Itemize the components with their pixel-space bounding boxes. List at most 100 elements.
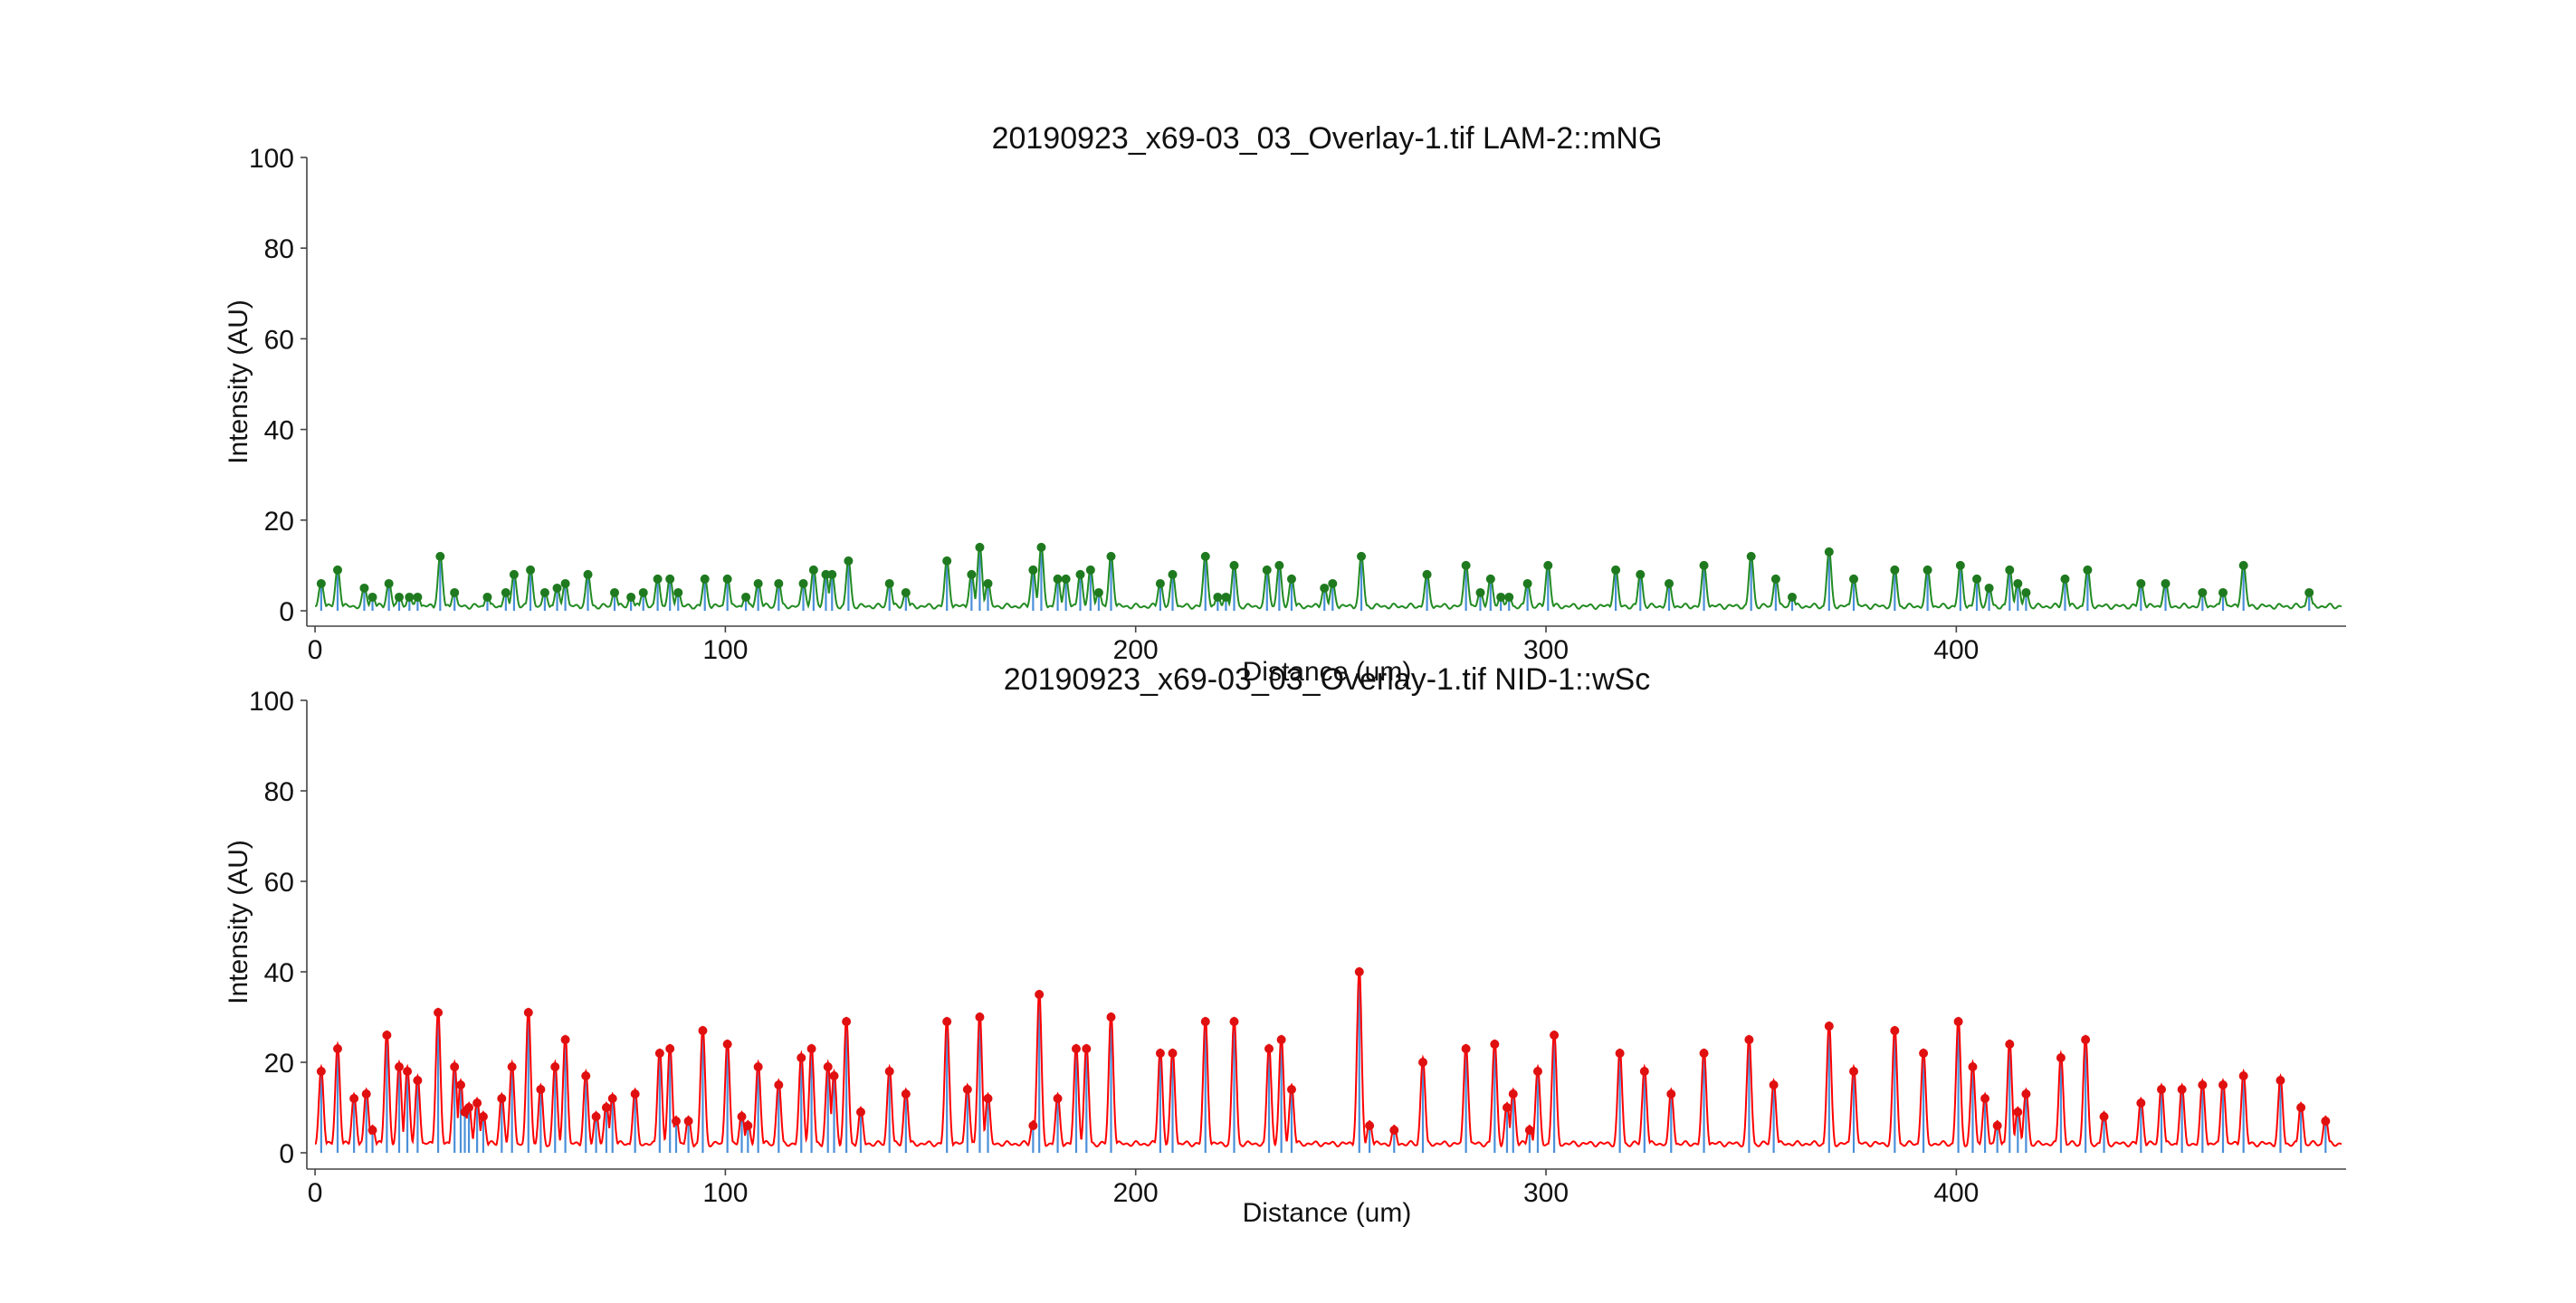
peak-marker	[583, 569, 593, 579]
plot-area: 0 20 40 60 80 100 0 100 200 300 400	[249, 687, 2346, 1208]
peak-marker	[1229, 1017, 1239, 1026]
peak-marker	[1028, 565, 1038, 575]
peak-marker	[434, 1008, 444, 1017]
peak-marker	[1849, 574, 1859, 584]
peak-marker	[332, 565, 342, 575]
peak-marker	[435, 551, 445, 561]
peak-marker	[829, 1071, 839, 1080]
y-tick-label: 100	[249, 687, 294, 717]
peak-marker	[1213, 592, 1223, 602]
peak-marker	[2060, 574, 2070, 584]
peak-marker	[1053, 1094, 1063, 1103]
x-tick-label: 0	[308, 635, 323, 665]
peak-marker	[665, 574, 675, 584]
peak-marker	[523, 1008, 533, 1017]
peak-marker	[316, 1067, 326, 1076]
x-axis-label: Distance (um)	[1243, 1198, 1412, 1228]
peak-marker	[403, 1067, 413, 1076]
peak-marker	[609, 587, 619, 597]
peak-marker	[2013, 1108, 2023, 1117]
peak-marker	[526, 565, 536, 575]
peak-marker	[536, 1085, 546, 1094]
signal-line	[314, 966, 2342, 1148]
x-axis-label: Distance (um)	[1243, 657, 1412, 687]
peak-marker	[1461, 560, 1471, 570]
peak-marker	[2275, 1076, 2285, 1085]
peak-marker	[1036, 542, 1046, 552]
peak-marker	[1475, 587, 1485, 597]
peak-marker	[1699, 560, 1709, 570]
y-tick-label: 0	[279, 1139, 294, 1169]
peak-marker	[1744, 1035, 1754, 1044]
peak-marker	[1155, 1049, 1165, 1058]
peak-marker	[722, 1040, 732, 1049]
peak-marker	[842, 1017, 852, 1026]
peak-marker	[2218, 1080, 2228, 1089]
peak-marker	[1532, 1067, 1542, 1076]
peak-marker	[983, 578, 993, 588]
peak-marker	[1061, 574, 1071, 584]
y-tick-label: 80	[264, 777, 294, 807]
peak-marker	[884, 1067, 894, 1076]
peak-marker	[1106, 1013, 1116, 1022]
peak-marker	[1075, 569, 1085, 579]
peak-marker	[1262, 565, 1272, 575]
peak-marker	[638, 587, 648, 597]
y-axis-label: Intensity (AU)	[224, 840, 253, 1004]
peak-marker	[382, 1031, 392, 1040]
peak-marker	[1418, 1058, 1428, 1067]
chart-title: 20190923_x69-03_03_Overlay-1.tif NID-1::…	[1004, 662, 1650, 697]
y-tick-label: 0	[279, 597, 294, 627]
peak-marker	[2136, 578, 2146, 588]
peak-marker	[1849, 1067, 1859, 1076]
peak-marker	[962, 1085, 972, 1094]
peak-marker	[581, 1071, 591, 1080]
peak-marker	[367, 592, 377, 602]
peak-marker	[2177, 1085, 2187, 1094]
peak-marker	[1972, 574, 1982, 584]
peak-marker	[332, 1044, 342, 1053]
peak-marker	[942, 1017, 952, 1026]
peak-marker	[1953, 1017, 1963, 1026]
peak-marker	[1082, 1044, 1092, 1053]
peak-marker	[2321, 1117, 2331, 1126]
peak-marker	[1168, 569, 1178, 579]
peak-marker	[743, 1121, 753, 1130]
peak-marker	[1320, 583, 1330, 593]
peak-marker	[1611, 565, 1621, 575]
peak-marker	[501, 587, 510, 597]
peak-marker	[1665, 578, 1674, 588]
peak-marker	[1980, 1094, 1990, 1103]
peak-marker	[2304, 587, 2314, 597]
peak-marker	[560, 578, 570, 588]
peak-marker	[1746, 551, 1756, 561]
peak-marker	[774, 1080, 784, 1089]
peak-marker	[2056, 1053, 2066, 1062]
peak-marker	[855, 1108, 865, 1117]
peak-marker	[1106, 551, 1116, 561]
peak-marker	[349, 1094, 359, 1103]
peak-marker	[1699, 1049, 1709, 1058]
peak-marker	[450, 587, 460, 597]
peak-marker	[1286, 1085, 1296, 1094]
peak-marker	[367, 1126, 377, 1135]
peak-marker	[405, 592, 415, 602]
peak-marker	[482, 592, 492, 602]
peak-marker	[1168, 1049, 1178, 1058]
x-tick-label: 200	[1113, 1178, 1159, 1208]
peak-marker	[1200, 1017, 1210, 1026]
peak-marker	[1919, 1049, 1929, 1058]
peak-marker	[1485, 574, 1495, 584]
peak-marker	[2296, 1103, 2306, 1112]
peak-marker	[1508, 1089, 1518, 1099]
peak-marker	[601, 1103, 611, 1112]
peak-marker	[806, 1044, 816, 1053]
peak-marker	[2021, 1089, 2031, 1099]
peak-marker	[361, 1089, 371, 1099]
peak-marker	[359, 583, 369, 593]
peak-marker	[774, 578, 784, 588]
peak-marker	[630, 1089, 640, 1099]
signal-line	[314, 542, 2342, 611]
x-tick-label: 300	[1523, 635, 1569, 665]
peak-marker	[2005, 565, 2015, 575]
